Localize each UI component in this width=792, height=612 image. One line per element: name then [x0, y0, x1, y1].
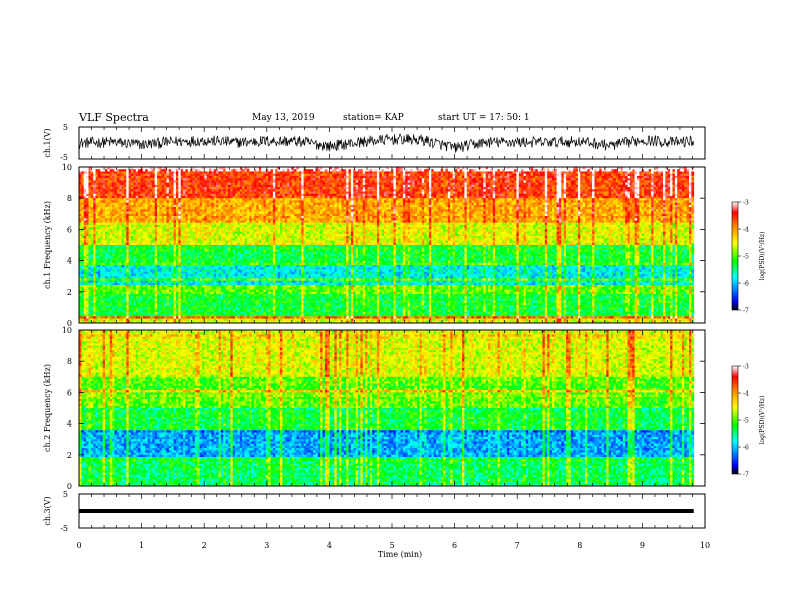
ch1-waveform-panel: ch.1(V) 5 -5 — [43, 123, 705, 162]
vlf-spectra-figure: ch.1(V) 5 -5 0246810 ch.1 Frequency (kHz… — [0, 0, 792, 612]
ch1-ytick-top: 5 — [63, 123, 68, 132]
ch1-ylabel: ch.1(V) — [43, 128, 52, 157]
ch1-ytick-bottom: -5 — [60, 153, 68, 162]
waveform-trace — [79, 134, 694, 153]
